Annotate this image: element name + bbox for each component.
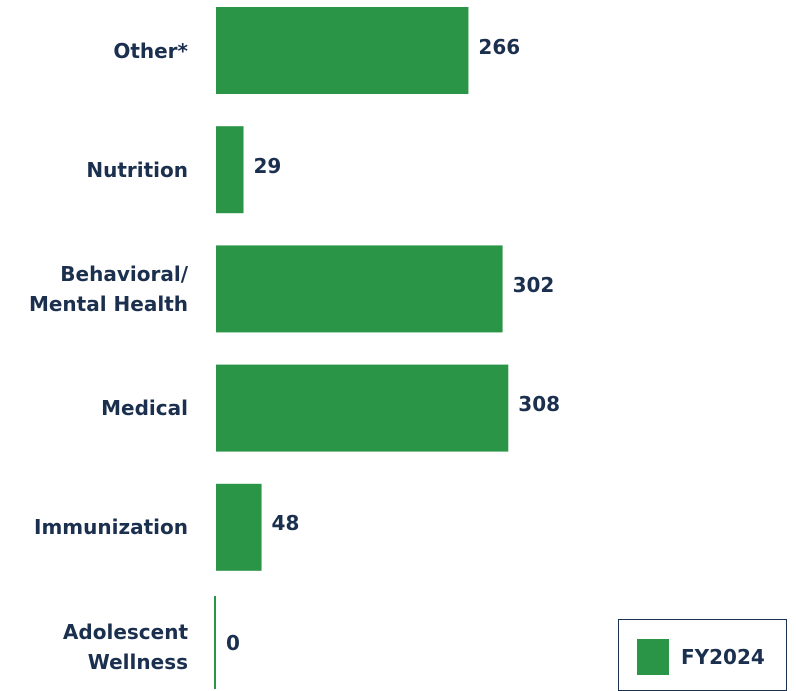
value-label: 308 [518, 392, 561, 417]
legend-label: FY2024 [681, 645, 765, 669]
value-label: 266 [478, 34, 521, 59]
value-label: 29 [253, 153, 282, 178]
y-tick-label: Behavioral/ Mental Health [28, 261, 188, 316]
value-label: 302 [512, 272, 555, 297]
bar [216, 126, 244, 214]
y-tick-label: Immunization [34, 515, 188, 540]
bar [216, 7, 469, 94]
legend-swatch [637, 639, 669, 675]
y-tick-label: Nutrition [86, 157, 188, 182]
legend: FY2024 [618, 619, 787, 691]
bar [216, 245, 503, 333]
bar [216, 483, 262, 571]
y-tick-label: Medical [101, 396, 188, 421]
y-tick-label: Other* [113, 38, 188, 63]
bar [216, 364, 509, 452]
value-label: 0 [226, 630, 240, 655]
value-label: 48 [271, 511, 300, 536]
y-tick-label: Adolescent Wellness [62, 619, 188, 674]
